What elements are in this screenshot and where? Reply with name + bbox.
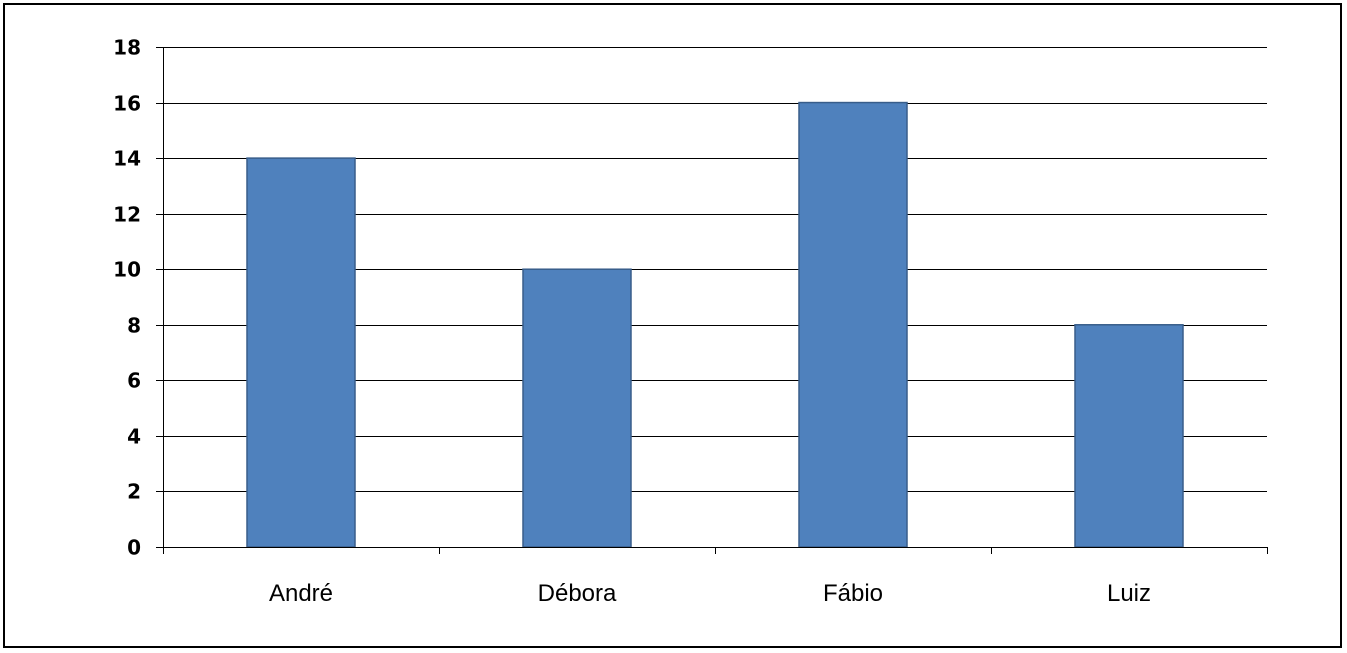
y-axis-tick-label: 2 [127,480,141,504]
y-axis-tick-label: 10 [113,258,141,282]
y-axis-tick-label: 16 [113,92,141,116]
y-axis-tick-label: 4 [127,425,141,449]
y-axis-tick-label: 14 [113,147,141,171]
x-axis-category-label: Fábio [823,580,883,607]
x-axis-tick-labels: André Débora Fábio Luiz [269,580,1151,607]
y-axis-tick-label: 6 [127,369,141,393]
axes [156,47,1268,554]
bar-chart: 0 2 4 6 8 10 12 14 16 18 André Débora Fábio Luiz [113,36,1268,607]
x-axis-category-label: André [269,580,333,607]
y-axis-tick-label: 8 [127,314,141,338]
bars [246,101,1184,548]
chart-frame: 0 2 4 6 8 10 12 14 16 18 André Débora Fábio Luiz [3,3,1342,648]
y-axis-tick-labels: 0 2 4 6 8 10 12 14 16 18 [113,36,141,560]
bar-andré [246,157,356,548]
bar-luiz [1074,324,1184,548]
y-axis-tick-label: 18 [113,36,141,60]
y-axis-tick-label: 0 [127,536,141,560]
x-axis-category-label: Débora [538,580,617,607]
bar-débora [522,268,632,548]
bar-fábio [798,101,908,548]
y-axis-tick-label: 12 [113,203,141,227]
x-axis-category-label: Luiz [1107,580,1151,607]
